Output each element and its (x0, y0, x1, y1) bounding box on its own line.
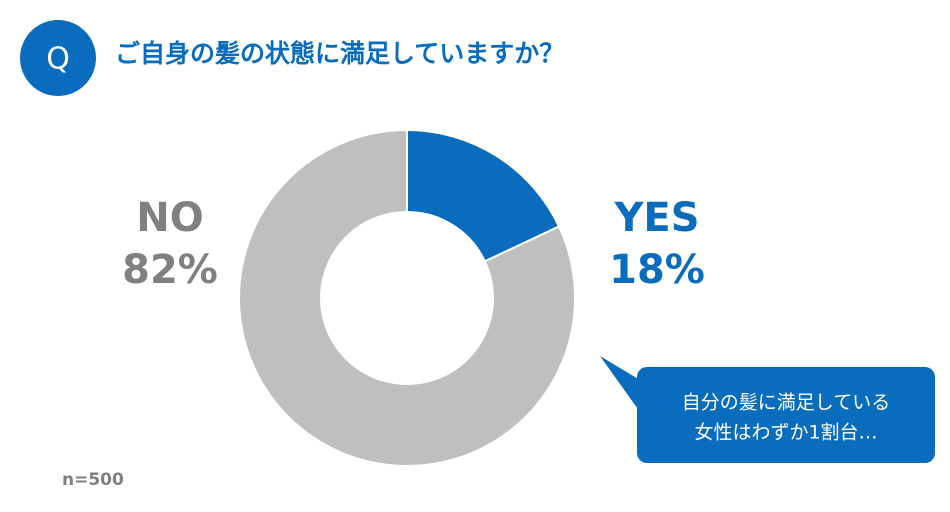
callout-box (637, 367, 935, 463)
callout-text: 自分の髪に満足している (682, 392, 890, 414)
sample-note: n=500 (62, 470, 124, 490)
chart-title: ご自身の髪の状態に満足していますか？ (115, 39, 564, 68)
category-label: NO (136, 195, 203, 241)
badge-label: Q (46, 42, 70, 77)
callout-tail (600, 356, 640, 412)
donut-segment (238, 128, 576, 467)
callout-text: 女性はわずか1割台… (694, 422, 877, 444)
category-label: YES (613, 195, 699, 241)
value-label: 18% (609, 247, 705, 293)
badge-circle (20, 20, 96, 96)
value-label: 82% (122, 247, 218, 293)
donut-segment (406, 128, 561, 263)
